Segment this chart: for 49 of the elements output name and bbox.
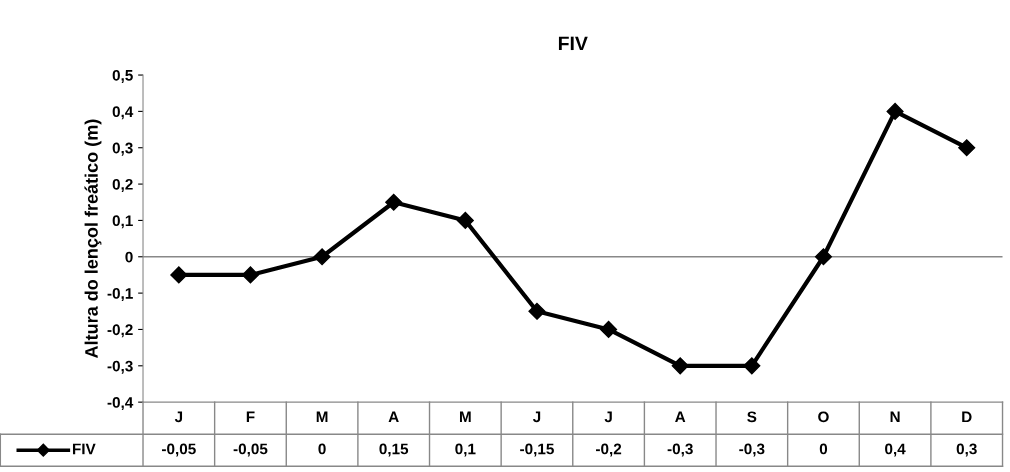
legend-label: FIV bbox=[72, 443, 96, 455]
x-tick-label: F bbox=[246, 411, 255, 423]
x-tick-label: N bbox=[890, 411, 900, 423]
y-tick-label: 0,3 bbox=[112, 142, 133, 156]
data-label: -0,15 bbox=[520, 443, 554, 457]
data-label: -0,05 bbox=[162, 443, 196, 457]
x-tick-label: A bbox=[675, 411, 686, 423]
point bbox=[456, 211, 474, 229]
point bbox=[385, 193, 403, 211]
point bbox=[170, 266, 188, 284]
x-tick-label: M bbox=[459, 411, 471, 423]
data-label: -0,2 bbox=[596, 443, 622, 457]
y-tick-label: -0,2 bbox=[107, 324, 133, 338]
point bbox=[241, 266, 260, 284]
y-tick-label: 0,5 bbox=[112, 69, 133, 83]
point bbox=[743, 357, 761, 375]
point bbox=[814, 248, 833, 266]
y-tick-label: 0,2 bbox=[112, 178, 133, 192]
point bbox=[600, 320, 618, 339]
data-label: 0 bbox=[819, 443, 828, 455]
x-tick-label: D bbox=[962, 411, 972, 423]
x-tick-label: J bbox=[174, 411, 183, 423]
data-label: 0,1 bbox=[455, 443, 476, 457]
point bbox=[886, 102, 904, 120]
point bbox=[528, 302, 546, 320]
data-label: 0,3 bbox=[956, 443, 977, 457]
x-tick-label: S bbox=[747, 411, 757, 423]
x-tick-label: O bbox=[818, 411, 829, 423]
data-label: 0 bbox=[318, 443, 326, 455]
data-label: 0,15 bbox=[379, 443, 409, 457]
y-axis-title: Altura do lençol freático (m) bbox=[84, 119, 102, 359]
chart-title: FIV bbox=[558, 36, 588, 51]
y-tick-label: -0,1 bbox=[107, 287, 133, 302]
y-tick-label: 0,1 bbox=[112, 215, 133, 229]
y-tick-label: -0,3 bbox=[107, 360, 133, 374]
data-label: -0,3 bbox=[667, 443, 693, 457]
point bbox=[671, 357, 689, 375]
x-tick-label: J bbox=[604, 411, 612, 423]
point bbox=[313, 248, 331, 266]
x-tick-label: A bbox=[388, 411, 399, 423]
y-tick-label: 0,4 bbox=[112, 106, 134, 120]
point bbox=[958, 139, 976, 157]
data-label: -0,05 bbox=[233, 443, 268, 457]
y-tick-label: 0 bbox=[125, 251, 133, 263]
x-tick-label: J bbox=[532, 411, 541, 423]
data-label: -0,3 bbox=[739, 443, 765, 457]
data-label: 0,4 bbox=[885, 443, 906, 457]
x-tick-label: M bbox=[316, 411, 328, 423]
y-tick-label: -0,4 bbox=[107, 397, 134, 411]
